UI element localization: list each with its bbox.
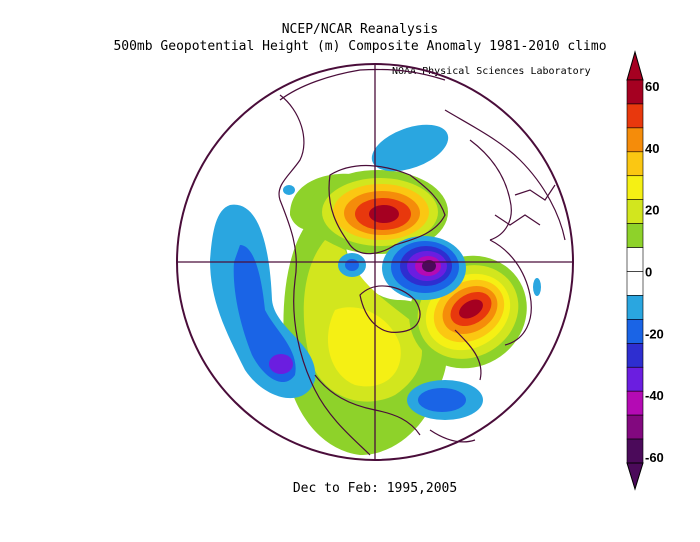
colorbar-segment — [626, 175, 644, 200]
north-america-high — [283, 200, 448, 455]
colorbar-segment — [626, 438, 644, 464]
colorbar-segment — [626, 223, 644, 248]
colorbar-segment — [626, 79, 644, 105]
arctic-low — [382, 236, 466, 300]
coastlines — [278, 68, 566, 456]
colorbar-segment — [626, 271, 644, 296]
colorbar-segment — [626, 127, 644, 153]
map-boundary — [176, 63, 574, 461]
colorbar-tick-label: 60 — [645, 79, 659, 94]
colorbar-tick-label: 40 — [645, 141, 659, 156]
colorbar-tick-label: -40 — [645, 388, 664, 403]
colorbar-segment — [626, 343, 644, 368]
siberia-low — [371, 124, 449, 172]
north-canada-high — [308, 170, 448, 254]
north-pacific-low — [210, 204, 316, 399]
colorbar-segment — [626, 151, 644, 177]
colorbar-min-arrow — [626, 462, 644, 491]
colorbar-segment — [626, 319, 644, 344]
credit-label: NOAA Physical Sciences Laboratory — [392, 66, 591, 77]
chart-subtitle: 500mb Geopotential Height (m) Composite … — [113, 39, 607, 54]
colorbar-segment — [626, 366, 644, 392]
anomaly-field — [210, 124, 541, 455]
minor-lows — [283, 185, 541, 296]
chart-title: NCEP/NCAR Reanalysis — [281, 22, 439, 37]
colorbar-tick-label: -20 — [645, 326, 664, 341]
colorbar-max-arrow — [626, 50, 644, 81]
colorbar-segment — [626, 390, 644, 416]
colorbar-segment — [626, 247, 644, 272]
subtropical-atlantic-low — [407, 380, 483, 420]
colorbar-segment — [626, 295, 644, 320]
colorbar-segment — [626, 199, 644, 224]
colorbar-tick-label: -60 — [645, 450, 664, 465]
colorbar-segment — [626, 103, 644, 129]
meridian-lines — [177, 64, 573, 460]
colorbar-tick-label: 20 — [645, 203, 659, 218]
colorbar-tick-label: 0 — [645, 265, 652, 280]
date-range-label: Dec to Feb: 1995,2005 — [292, 481, 458, 496]
colorbar-segment — [626, 414, 644, 440]
